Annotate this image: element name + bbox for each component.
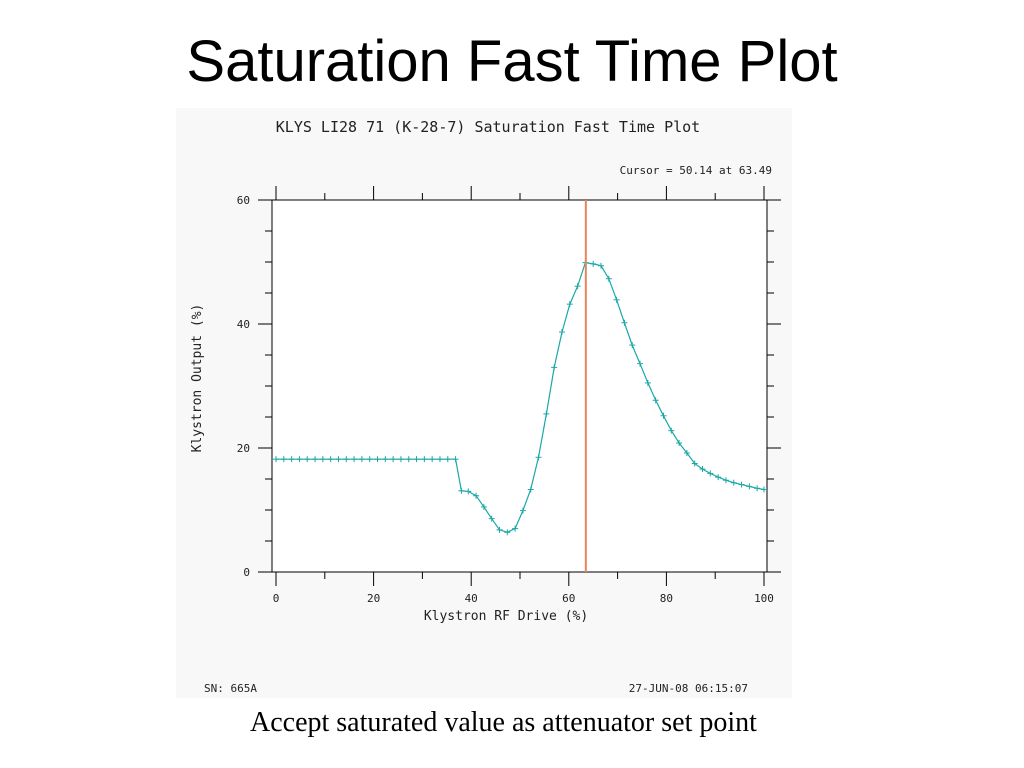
data-point	[343, 456, 350, 463]
data-point	[566, 301, 573, 308]
data-point	[296, 456, 303, 463]
data-point	[335, 456, 342, 463]
data-point	[699, 466, 706, 473]
y-tick-labels: 0 20 40 60	[237, 194, 250, 579]
x-tick-label: 20	[367, 592, 380, 605]
data-point	[413, 456, 420, 463]
data-point	[421, 456, 428, 463]
data-point	[574, 283, 581, 290]
data-point	[465, 488, 472, 495]
chart-title: KLYS LI28 71 (K-28-7) Saturation Fast Ti…	[276, 118, 700, 136]
y-axis-label: Klystron Output (%)	[190, 304, 205, 453]
data-point	[397, 456, 404, 463]
data-point	[504, 529, 511, 536]
data-point	[358, 456, 365, 463]
data-point	[280, 456, 287, 463]
data-point	[429, 456, 436, 463]
data-point	[730, 479, 737, 486]
slide-title: Saturation Fast Time Plot	[186, 29, 838, 94]
x-tick-label: 0	[273, 592, 280, 605]
cursor-readout: Cursor = 50.14 at 63.49	[620, 164, 772, 177]
data-point	[512, 525, 519, 532]
data-point	[558, 329, 565, 336]
data-point	[519, 507, 526, 514]
footer-timestamp: 27-JUN-08 06:15:07	[629, 682, 748, 695]
data-point	[374, 456, 381, 463]
x-axis-label: Klystron RF Drive (%)	[424, 609, 588, 624]
data-point	[452, 456, 459, 463]
data-point	[605, 275, 612, 282]
data-point	[273, 456, 279, 463]
data-point	[543, 410, 550, 417]
data-point	[351, 456, 358, 463]
data-point	[304, 456, 311, 463]
series-line	[276, 261, 765, 533]
data-point	[621, 319, 628, 326]
data-point	[652, 397, 659, 404]
data-point	[590, 260, 597, 267]
plot-frame	[271, 199, 768, 573]
data-point	[382, 456, 389, 463]
data-point	[598, 262, 605, 269]
data-point	[327, 456, 334, 463]
data-point	[444, 456, 451, 463]
data-point	[637, 360, 644, 367]
y-tick-label: 40	[237, 318, 250, 331]
data-point	[715, 474, 722, 481]
data-point	[288, 456, 295, 463]
data-point	[480, 503, 487, 510]
data-point	[496, 526, 503, 533]
data-point	[707, 470, 714, 477]
x-tick-labels: 0 20 40 60 80 100	[273, 592, 774, 605]
x-tick-label: 100	[754, 592, 774, 605]
data-point	[754, 485, 761, 492]
data-point	[390, 456, 397, 463]
data-point	[722, 477, 729, 484]
data-point	[535, 454, 542, 461]
data-point	[761, 486, 767, 493]
data-point	[366, 456, 373, 463]
data-point	[405, 456, 412, 463]
data-point	[691, 460, 698, 467]
data-point	[458, 487, 465, 494]
data-point	[312, 456, 319, 463]
data-point	[527, 486, 534, 493]
data-point	[473, 492, 480, 499]
data-point	[676, 440, 683, 447]
data-point	[436, 456, 443, 463]
data-point	[629, 342, 636, 349]
data-point	[668, 427, 675, 434]
data-point	[488, 515, 495, 522]
data-point	[613, 296, 620, 303]
slide-caption: Accept saturated value as attenuator set…	[250, 707, 757, 738]
data-point	[319, 456, 326, 463]
x-tick-label: 80	[660, 592, 673, 605]
x-tick-label: 40	[465, 592, 478, 605]
axis-ticks	[258, 186, 781, 586]
footer-serial: SN: 665A	[204, 682, 257, 695]
y-tick-label: 20	[237, 442, 250, 455]
saturation-chart: KLYS LI28 71 (K-28-7) Saturation Fast Ti…	[190, 118, 781, 695]
x-tick-label: 60	[562, 592, 575, 605]
data-point	[738, 481, 745, 488]
y-tick-label: 0	[243, 566, 250, 579]
data-point	[644, 379, 651, 386]
series-layer	[273, 259, 767, 536]
data-point	[551, 364, 558, 371]
data-point	[746, 483, 753, 490]
y-tick-label: 60	[237, 194, 250, 207]
data-point	[660, 412, 667, 419]
plot-panel: KLYS LI28 71 (K-28-7) Saturation Fast Ti…	[176, 108, 792, 698]
data-point	[683, 449, 690, 456]
